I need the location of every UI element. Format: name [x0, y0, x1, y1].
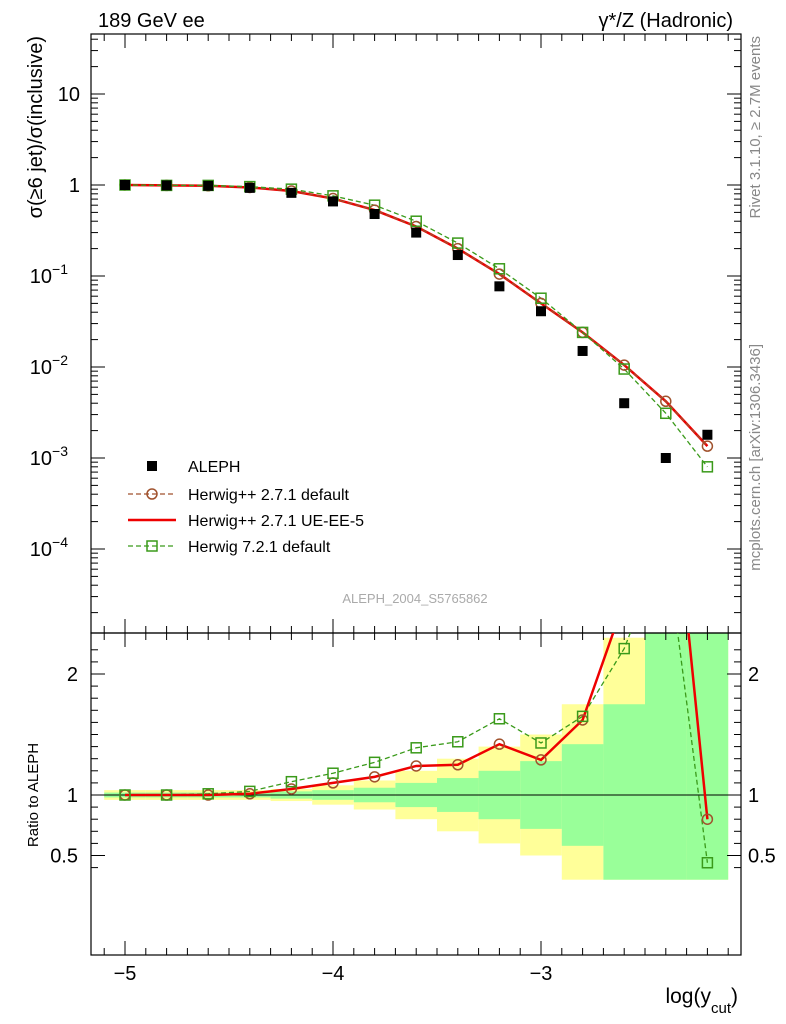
marker-herwig7-default	[160, 789, 173, 801]
y-tick-label: 10−2	[30, 352, 68, 379]
ratio-y-tick-label: 2	[67, 664, 78, 686]
ratio-y-tick-label-right: 1	[748, 785, 759, 807]
marker-herwig7-default	[701, 857, 714, 869]
marker-herwigpp-default	[285, 783, 298, 795]
legend-label-1: Herwig++ 2.7.1 default	[188, 487, 350, 504]
data-point-aleph	[161, 180, 172, 191]
data-point-aleph	[328, 196, 338, 207]
data-point-aleph	[619, 398, 630, 409]
data-point-aleph	[244, 182, 255, 193]
ratio-line-1	[125, 633, 709, 820]
header-right: γ*/Z (Hadronic)	[599, 10, 733, 32]
marker-herwigpp-default	[619, 596, 629, 606]
marker-herwig7-default	[576, 710, 589, 723]
watermark: ALEPH_2004_S5765862	[342, 591, 487, 606]
y-axis-label-ratio: Ratio to ALEPH	[25, 743, 42, 847]
marker-herwigpp-default	[410, 760, 422, 772]
y-axis-label-main: σ(≥6 jet)/σ(inclusive)	[25, 36, 47, 218]
band-green	[603, 704, 645, 880]
marker-herwig7-default	[660, 407, 672, 420]
data-point-aleph	[577, 345, 588, 356]
side-label-rivet: Rivet 3.1.10, ≥ 2.7M events	[747, 36, 764, 219]
main-series-group	[119, 179, 714, 473]
band-green	[645, 633, 687, 880]
marker-herwig7-default	[202, 788, 214, 800]
y-tick-label: 10−3	[30, 443, 68, 470]
marker-herwig7-default	[119, 789, 131, 801]
data-point-aleph	[203, 180, 214, 191]
header-left: 189 GeV ee	[98, 10, 205, 32]
marker-herwig7-default	[285, 775, 298, 788]
marker-herwig7-default	[410, 215, 422, 227]
data-point-aleph	[702, 429, 713, 440]
x-tick-label: −4	[322, 963, 345, 985]
data-point-aleph	[536, 306, 546, 317]
marker-herwigpp-default	[146, 488, 158, 500]
data-point-aleph	[147, 461, 157, 471]
legend-label-0: ALEPH	[188, 459, 240, 476]
data-point-aleph	[494, 281, 505, 292]
marker-herwigpp-default	[452, 759, 464, 771]
marker-herwig7-default	[701, 461, 714, 473]
marker-herwig7-default	[618, 363, 630, 375]
data-point-aleph	[660, 453, 671, 463]
legend-label-3: Herwig 7.2.1 default	[188, 539, 331, 556]
x-axis-label: log(ycut)	[665, 985, 738, 1017]
axis-ticks: −5 −4 −3 10 1 10−1 10−2 10−3 10−4 0.5 0.5 1 1 2 2	[30, 34, 776, 985]
marker-herwigpp-default	[493, 738, 506, 750]
marker-herwig7-default	[618, 642, 630, 655]
ratio-line-2	[125, 633, 709, 863]
legend: ALEPH Herwig++ 2.7.1 default Herwig++ 2.7.…	[128, 459, 364, 556]
marker-herwigpp-default	[660, 395, 672, 408]
marker-herwig7-default	[535, 292, 547, 304]
marker-herwig7-default	[493, 263, 506, 275]
side-label-mcplots: mcplots.cern.ch [arXiv:1306.3436]	[747, 344, 764, 571]
series-line-3	[124, 184, 708, 468]
band-green	[686, 633, 729, 880]
marker-herwigpp-default	[368, 771, 381, 783]
marker-herwigpp-default	[701, 440, 714, 452]
marker-herwig7-default	[576, 326, 589, 339]
marker-herwig7-default	[535, 737, 547, 749]
marker-herwig7-default	[368, 756, 381, 769]
marker-herwig7-default	[452, 736, 464, 748]
data-point-aleph	[369, 209, 380, 220]
ratio-series-group	[119, 536, 714, 869]
data-point-aleph	[286, 187, 297, 198]
y-tick-label: 10	[58, 84, 80, 106]
legend-label-2: Herwig++ 2.7.1 UE-EE-5	[188, 513, 364, 530]
marker-herwig7-default	[452, 237, 464, 249]
y-tick-label: 10−4	[30, 534, 68, 561]
marker-herwig7-default	[146, 540, 158, 552]
x-tick-label: −3	[530, 963, 553, 985]
data-point-aleph	[120, 180, 130, 190]
marker-herwigpp-default	[701, 813, 714, 825]
ratio-y-tick-label-right: 0.5	[748, 846, 776, 868]
marker-herwig7-default	[410, 742, 422, 754]
marker-herwig7-default	[244, 785, 256, 798]
marker-herwig7-default	[493, 713, 506, 725]
ratio-y-tick-label: 1	[67, 785, 78, 807]
ratio-y-tick-label-right: 2	[748, 664, 759, 686]
marker-herwig7-default	[327, 767, 339, 779]
data-point-aleph	[411, 227, 422, 238]
data-point-aleph	[452, 250, 463, 261]
x-tick-label: −5	[114, 963, 137, 985]
marker-herwigpp-default	[535, 754, 547, 766]
y-tick-label: 10−1	[30, 261, 68, 288]
ratio-y-tick-label: 0.5	[50, 846, 78, 868]
marker-herwig7-default	[661, 536, 671, 546]
y-tick-label: 1	[69, 175, 80, 197]
